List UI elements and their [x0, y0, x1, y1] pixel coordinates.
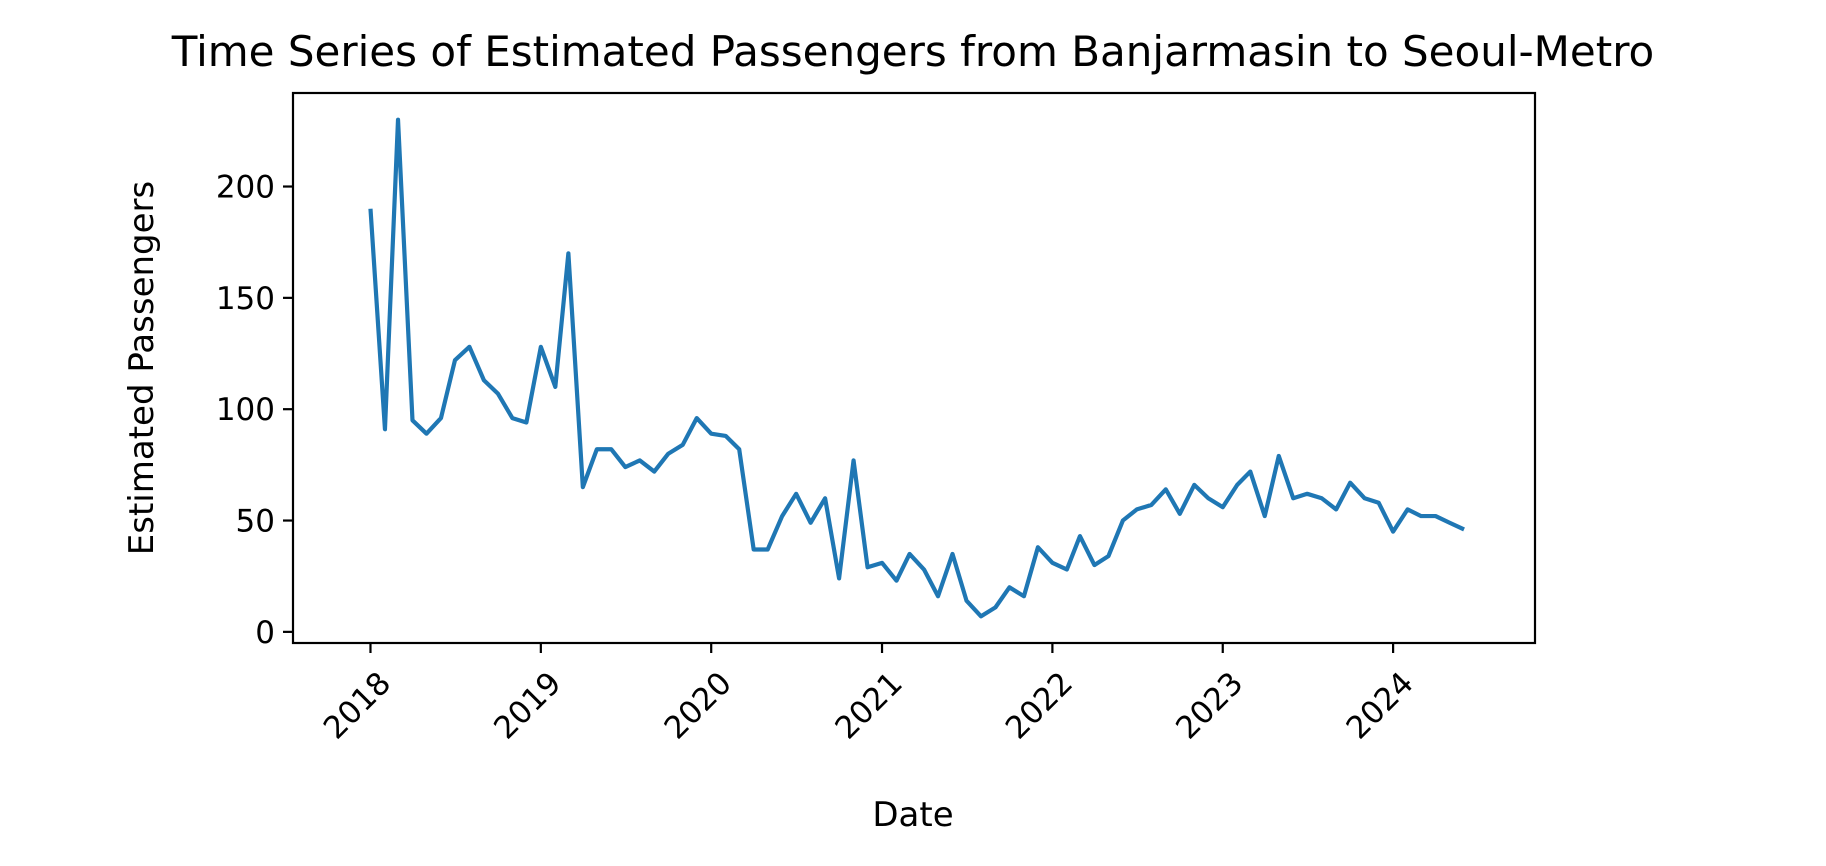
- y-tick-label: 50: [236, 504, 275, 540]
- y-tick-label: 100: [216, 392, 275, 428]
- x-tick-label: 2020: [658, 665, 739, 746]
- y-tick-label: 0: [255, 615, 275, 651]
- x-axis: 2018 2019 2020 2021 2022 2023 2024: [317, 643, 1421, 746]
- y-tick-label: 200: [216, 170, 275, 206]
- chart-title: Time Series of Estimated Passengers from…: [171, 27, 1655, 76]
- series-layer: [368, 117, 1465, 619]
- x-tick-label: 2018: [317, 665, 398, 746]
- x-axis-label: Date: [872, 795, 953, 835]
- series-line: [368, 117, 1465, 619]
- x-tick-label: 2019: [487, 665, 568, 746]
- x-tick-label: 2022: [999, 665, 1080, 746]
- y-axis: 0 50 100 150 200: [216, 170, 293, 651]
- x-tick-label: 2024: [1340, 665, 1421, 746]
- y-axis-label: Estimated Passengers: [122, 181, 162, 555]
- plot-frame: [291, 91, 1537, 645]
- y-tick-label: 150: [216, 281, 275, 317]
- x-tick-label: 2021: [828, 665, 909, 746]
- x-tick-label: 2023: [1169, 665, 1250, 746]
